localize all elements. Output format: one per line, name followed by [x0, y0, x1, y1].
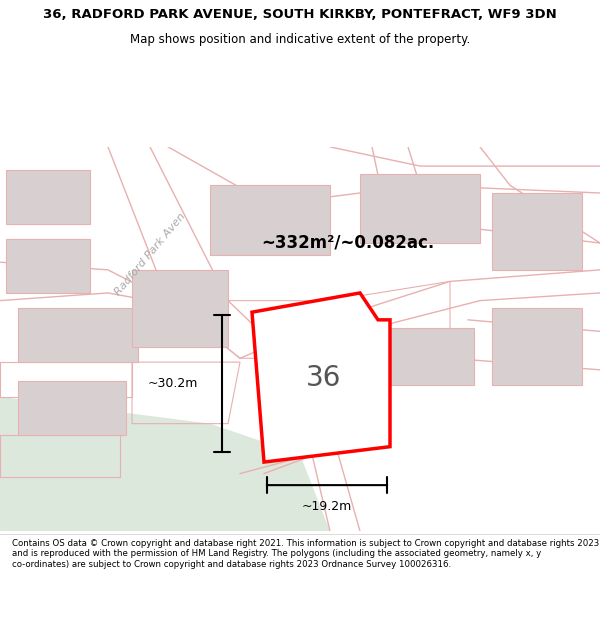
- Text: ~30.2m: ~30.2m: [148, 377, 198, 390]
- FancyBboxPatch shape: [18, 308, 138, 362]
- Text: ~19.2m: ~19.2m: [302, 501, 352, 514]
- FancyBboxPatch shape: [6, 239, 90, 293]
- FancyBboxPatch shape: [18, 381, 126, 435]
- FancyBboxPatch shape: [390, 328, 474, 385]
- FancyBboxPatch shape: [360, 174, 480, 243]
- Polygon shape: [0, 397, 330, 531]
- Text: 36, RADFORD PARK AVENUE, SOUTH KIRKBY, PONTEFRACT, WF9 3DN: 36, RADFORD PARK AVENUE, SOUTH KIRKBY, P…: [43, 8, 557, 21]
- Text: 36: 36: [307, 364, 341, 391]
- Text: Radford Park Aven: Radford Park Aven: [113, 211, 187, 298]
- FancyBboxPatch shape: [492, 308, 582, 385]
- FancyBboxPatch shape: [210, 185, 330, 254]
- Polygon shape: [252, 293, 390, 462]
- Text: Map shows position and indicative extent of the property.: Map shows position and indicative extent…: [130, 32, 470, 46]
- FancyBboxPatch shape: [492, 193, 582, 270]
- FancyBboxPatch shape: [6, 170, 90, 224]
- Text: Contains OS data © Crown copyright and database right 2021. This information is : Contains OS data © Crown copyright and d…: [12, 539, 599, 569]
- Text: ~332m²/~0.082ac.: ~332m²/~0.082ac.: [262, 234, 434, 252]
- FancyBboxPatch shape: [132, 270, 228, 347]
